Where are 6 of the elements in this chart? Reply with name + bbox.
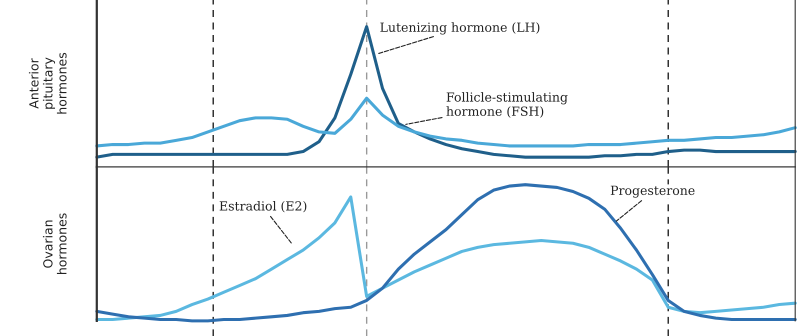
y-axis-title: Ovarian hormones [42,213,67,274]
series-label: Progesterone [610,186,695,198]
y-axis-title: Anterior pituitary hormones [28,52,67,114]
series-label: Follicle-stimulating hormone (FSH) [446,92,568,118]
series-label: Lutenizing hormone (LH) [380,22,540,35]
text: Estradiol (E2) [220,200,306,212]
